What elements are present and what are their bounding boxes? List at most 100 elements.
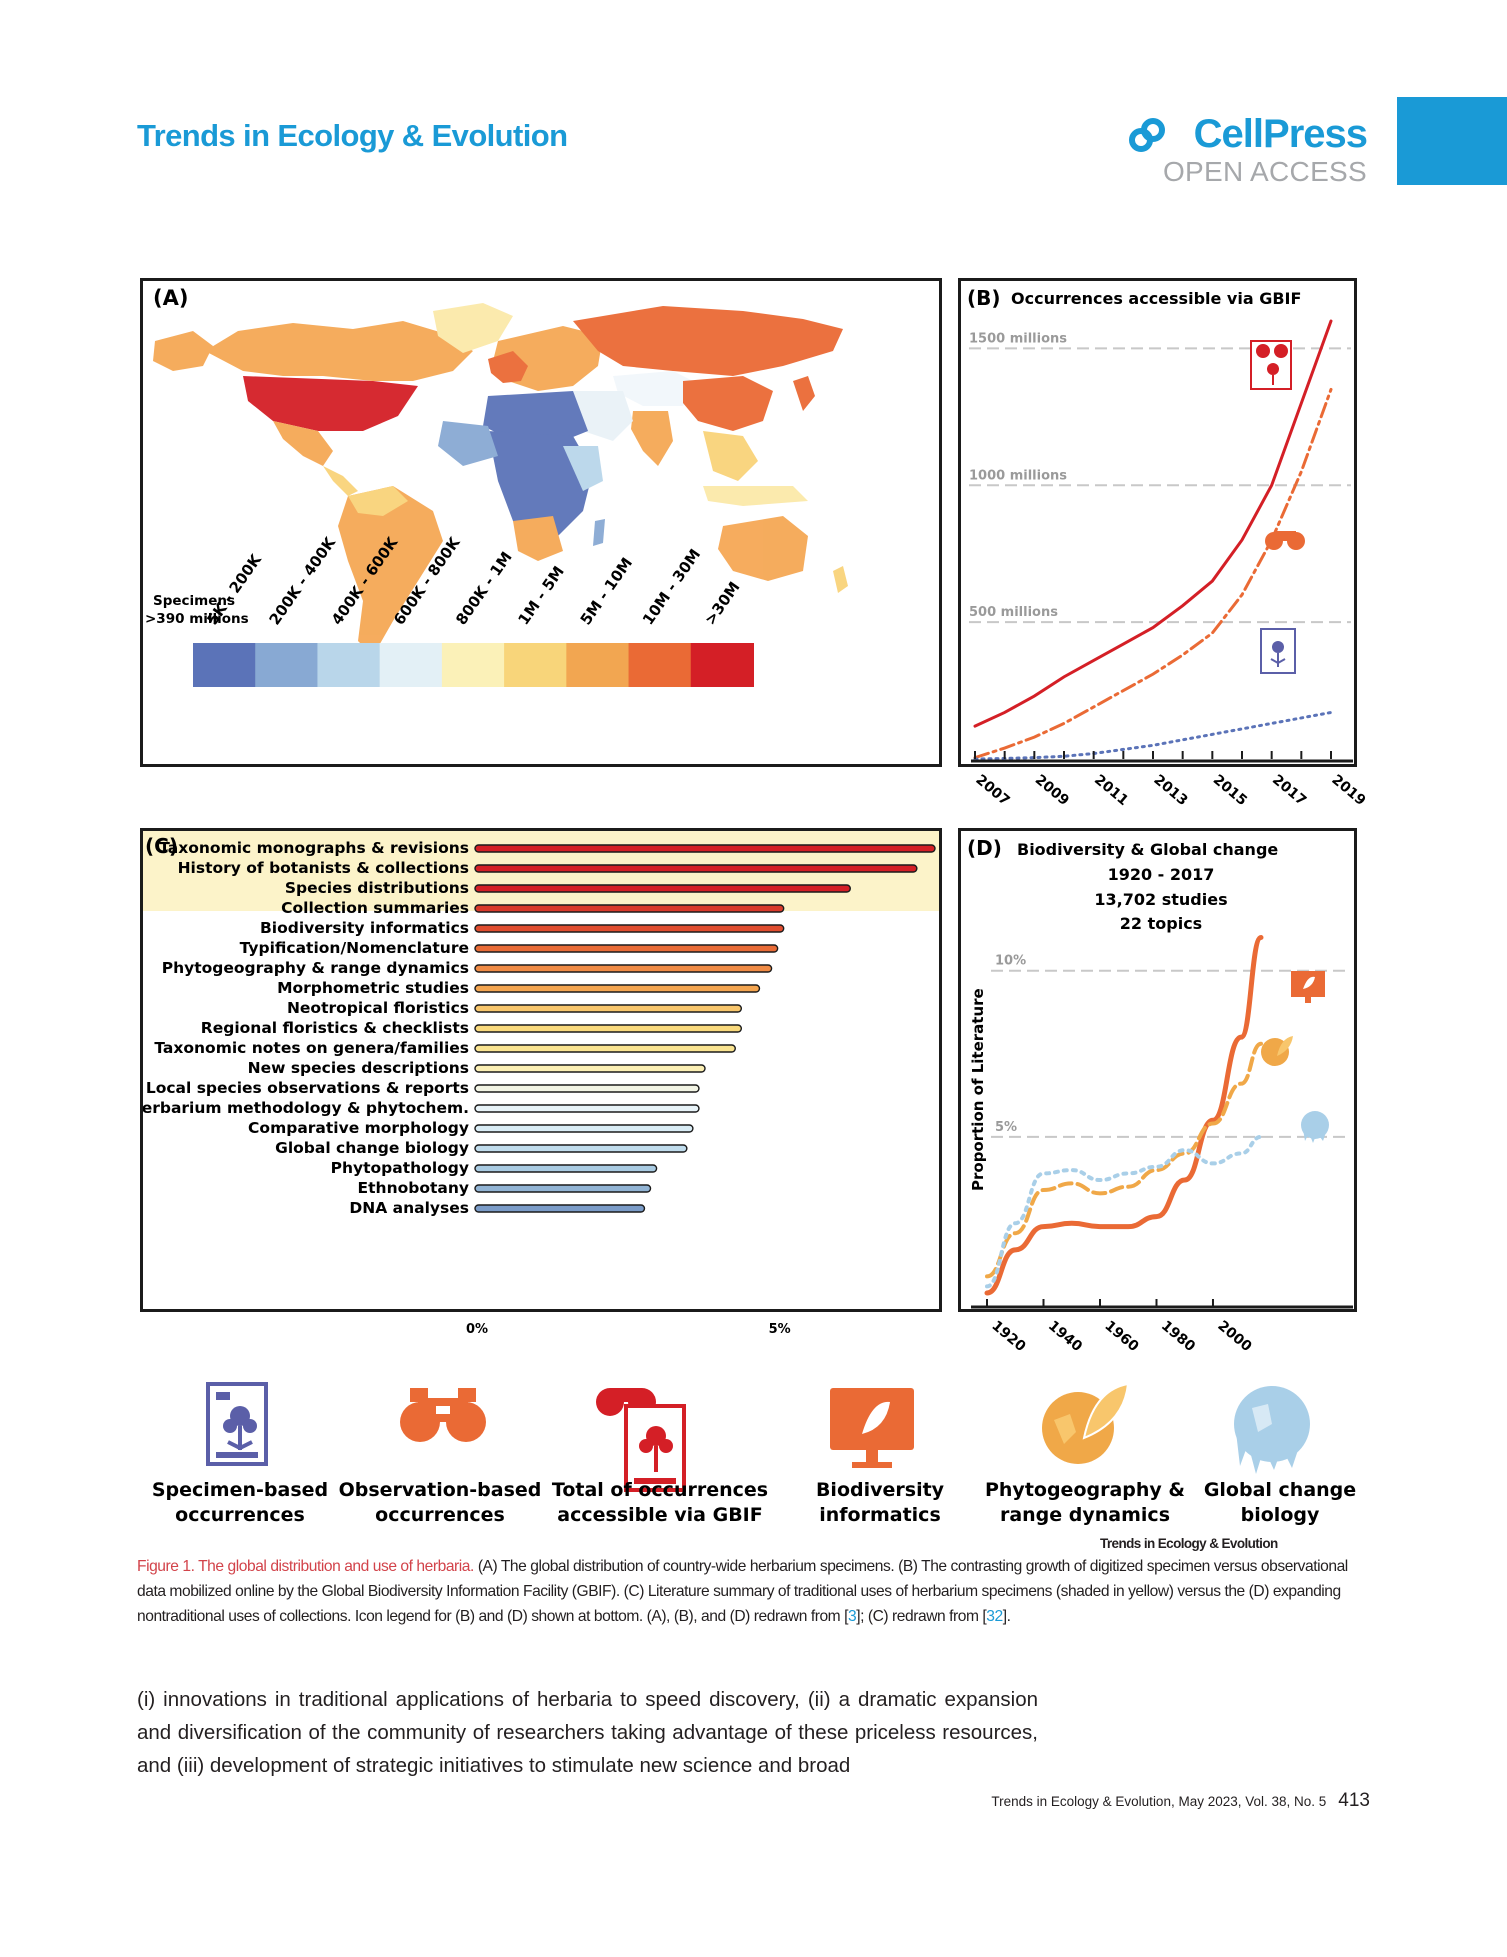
panel-d-year-label: 1980 (1158, 1318, 1198, 1355)
icon-legend: Specimen-based occurrences Observation-bas… (152, 1382, 1356, 1526)
legend-swatch (628, 643, 692, 687)
panel-d-year-label: 1960 (1101, 1318, 1141, 1355)
panel-c-bars (474, 844, 936, 1213)
legend-swatch (379, 643, 443, 687)
panel-c-category-label: Comparative morphology (248, 1119, 469, 1137)
panel-c-bar (474, 984, 761, 993)
globe-leaf-icon (1261, 1036, 1293, 1066)
panel-c-bar (474, 1184, 652, 1193)
panel-c-category-label: Herbarium methodology & phytochem. (143, 1099, 469, 1117)
region-russia (573, 306, 843, 376)
panel-c-bar (474, 944, 779, 953)
legend-melting-globe-icon (1234, 1386, 1310, 1474)
panel-c-bar (474, 1204, 646, 1213)
region-mexico (273, 421, 333, 466)
panel-b-series-line (973, 319, 1333, 728)
panel-d-year-label: 1940 (1045, 1318, 1085, 1355)
region-south-america-north (348, 486, 408, 516)
region-africa-west (438, 421, 498, 466)
panel-d-title-line4: 22 topics (1120, 914, 1202, 933)
legend-color-scale (193, 643, 754, 687)
region-greenland (433, 303, 513, 353)
legend-bin-label: 200K - 400K (266, 533, 340, 628)
panel-b-year-label: 2015 (1210, 772, 1250, 809)
legend-bin-label: 5M - 10M (577, 554, 636, 628)
icon-legend-caption-line1: Total of occurrences (552, 1479, 768, 1501)
panel-c-category-label: Neotropical floristics (287, 999, 469, 1017)
panel-c-category-label: Ethnobotany (358, 1179, 469, 1197)
panel-c-category-labels: Taxonomic monographs & revisions History … (143, 839, 469, 1217)
panel-c-bar (474, 884, 851, 893)
legend-swatch (441, 643, 506, 687)
caption-label: Figure 1. (137, 1558, 195, 1575)
panel-c-category-label: Typification/Nomenclature (240, 939, 469, 957)
panel-b-year-label: 2013 (1150, 772, 1190, 809)
region-asia-center (613, 371, 703, 406)
icon-legend-caption-line2: accessible via GBIF (557, 1504, 762, 1526)
panel-c-category-label: Taxonomic monographs & revisions (159, 839, 469, 857)
legend-swatch (504, 643, 568, 687)
panel-b-grid-label: 500 millions (969, 605, 1058, 620)
region-madagascar (593, 519, 605, 546)
panel-c-category-label: Phytogeography & range dynamics (162, 959, 469, 977)
panel-c-tick-label: 0% (466, 1322, 488, 1337)
region-indonesia (703, 486, 808, 506)
icon-legend-captions: Specimen-based occurrences Observation-bas… (152, 1479, 1356, 1526)
panel-c-category-label: History of botanists & collections (178, 859, 469, 877)
caption-text-2: ]; (C) redrawn from [ (856, 1608, 987, 1625)
panel-d-plot: (D) Biodiversity & Global change 1920 - … (967, 836, 1353, 1309)
panel-d-title-line3: 13,702 studies (1094, 890, 1227, 909)
legend-swatch (566, 643, 630, 687)
region-middle-east (573, 391, 633, 441)
panel-c-category-label: DNA analyses (349, 1199, 469, 1217)
legend-specimen-sheet-icon (206, 1382, 268, 1466)
footer-citation: Trends in Ecology & Evolution, May 2023,… (991, 1794, 1327, 1809)
caption-ref-2[interactable]: 32 (986, 1608, 1003, 1625)
panel-c-category-label: New species descriptions (248, 1059, 469, 1077)
panel-c-bar (474, 1144, 688, 1153)
panel-c-bar (474, 964, 773, 973)
panel-d-title-line1: Biodiversity & Global change (1017, 840, 1278, 859)
cellpress-logo: CellPress OPEN ACCESS (1127, 112, 1368, 192)
panel-b-grid-label: 1500 millions (969, 331, 1067, 346)
panel-a-label: (A) (153, 286, 188, 310)
panel-c-bar (474, 864, 918, 873)
corner-tab (1397, 97, 1507, 185)
panel-d-series (984, 934, 1264, 1296)
panel-c-category-label: Collection summaries (281, 899, 469, 917)
region-india (631, 411, 673, 466)
panel-d-year-label: 2000 (1214, 1318, 1254, 1355)
panel-d-x-tick-labels: 1920 1940 1960 1980 2000 (988, 1318, 1254, 1355)
melting-globe-icon (1301, 1111, 1329, 1143)
panel-b-grid-label: 1000 millions (969, 468, 1067, 483)
region-africa-north (483, 391, 588, 441)
panel-c-category-label: Local species observations & reports (146, 1079, 469, 1097)
panel-b-series-line (973, 387, 1333, 760)
caption-text-3: ]. (1002, 1608, 1011, 1625)
world-map: (A) (145, 286, 848, 687)
legend-title-line2: >390 millions (145, 611, 249, 627)
panel-c-bar (474, 844, 936, 853)
legend-swatch (690, 643, 754, 687)
legend-bin-label: 1M - 5M (514, 563, 567, 629)
panel-b-chart: (B) Occurrences accessible via GBIF 1500… (958, 278, 1369, 809)
region-japan (793, 376, 815, 411)
figure-caption: Figure 1. The global distribution and us… (137, 1554, 1370, 1629)
body-paragraph: (i) innovations in traditional applicati… (137, 1688, 1038, 1777)
region-usa (243, 376, 418, 431)
legend-swatch (255, 643, 319, 687)
open-access-label: OPEN ACCESS (1162, 156, 1367, 187)
panel-b-title: Occurrences accessible via GBIF (1011, 289, 1301, 308)
icon-legend-caption-line2: occurrences (375, 1504, 505, 1526)
panel-b-year-label: 2019 (1328, 772, 1367, 809)
caption-ref-1[interactable]: 3 (847, 1608, 857, 1625)
panel-b-year-label: 2011 (1091, 772, 1131, 809)
panel-c-bar (474, 1044, 736, 1053)
region-southern-africa (513, 516, 563, 561)
page-footer: Trends in Ecology & Evolution, May 2023,… (991, 1790, 1370, 1812)
icon-legend-caption-line1: Phytogeography & (985, 1479, 1185, 1501)
panel-d-title-line2: 1920 - 2017 (1108, 865, 1215, 884)
region-southeast-asia (703, 431, 758, 481)
panel-c-bar (474, 1064, 706, 1073)
